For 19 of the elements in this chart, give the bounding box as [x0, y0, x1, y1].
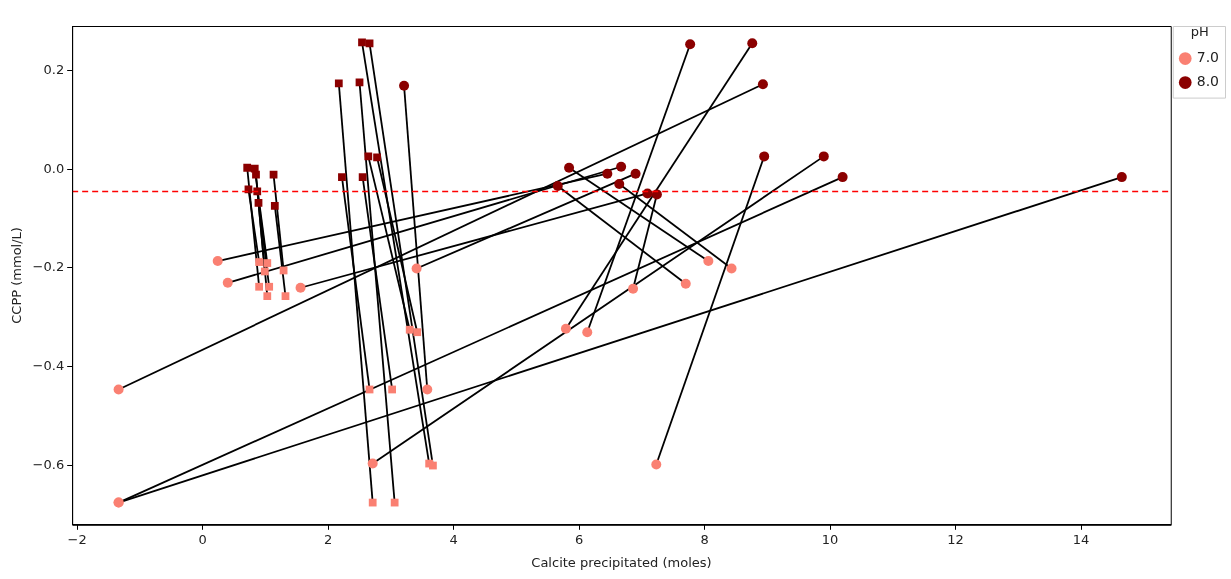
x-tick-label: 0 [198, 531, 207, 547]
y-tick-label: −0.4 [32, 358, 65, 374]
y-tick-label: −0.6 [32, 456, 65, 472]
x-tick-label: 8 [700, 531, 709, 547]
x-tick-label: 2 [324, 531, 333, 547]
x-tick-label: 14 [1072, 531, 1090, 547]
legend-label: 8.0 [1196, 73, 1219, 90]
x-axis-title: Calcite precipitated (moles) [531, 554, 712, 570]
x-tick-label: 6 [574, 531, 584, 547]
x-tick-label: 10 [821, 531, 839, 547]
y-tick-label: 0.0 [43, 160, 65, 176]
x-tick-label: 12 [947, 531, 964, 547]
x-tick-label: 4 [449, 531, 458, 547]
legend-title: pH [1190, 23, 1209, 39]
y-tick-label: 0.2 [43, 61, 65, 77]
x-tick-label: −2 [67, 531, 87, 547]
legend-label: 7.0 [1196, 49, 1219, 66]
y-axis-title: CCPP (mmol/L) [9, 227, 25, 324]
y-tick-label: −0.2 [32, 259, 65, 275]
